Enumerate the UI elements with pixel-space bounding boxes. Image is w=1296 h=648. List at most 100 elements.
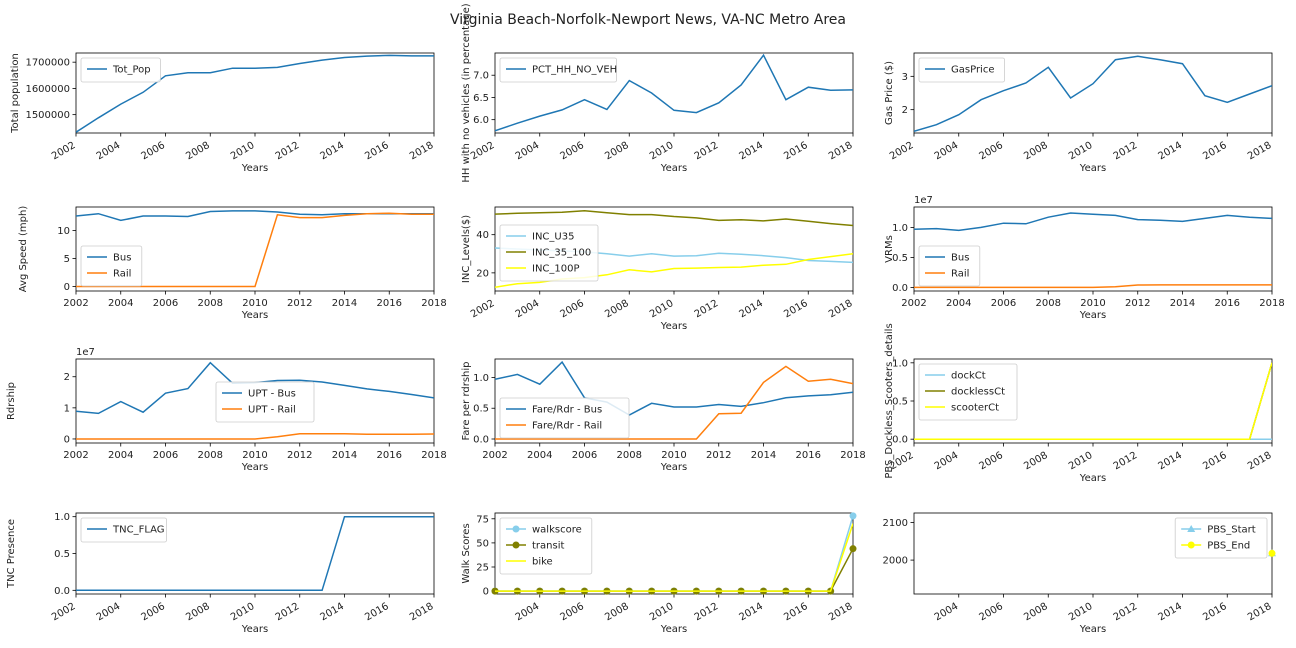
y-axis-label: Avg Speed (mph) [18,206,29,293]
series-line-scooterCt [914,362,1272,440]
legend-marker [1187,541,1195,549]
x-tick-label: 2004 [108,298,133,309]
x-tick-label: 2004 [514,601,542,623]
x-tick-label: 2004 [514,140,542,162]
chart-panel: 2002 2004 2006 2008 2010 2012 2014 2016 2018 0 5 10… [18,206,447,321]
chart-panel: 2002 2004 2006 2008 2010 2012 2014 2016 20180.00… [884,195,1285,321]
data-point [849,512,857,520]
legend-box [499,397,630,439]
x-tick-label: 2012 [706,450,731,461]
x-tick-label: 2006 [572,450,597,461]
x-tick-label: 2014 [318,140,346,162]
x-tick-label: 2016 [377,450,402,461]
legend-label: scooterCt [951,403,999,414]
legend-marker [512,525,520,533]
chart-panel: 2002 2004 2006 2008 2010 2012 2014 2016 2018 6.0 6… [461,3,855,182]
x-tick-label: 2006 [153,298,178,309]
x-tick-label: 2016 [363,601,391,623]
x-tick-label: 2010 [1067,601,1095,623]
y-tick-label: 3 [902,72,908,83]
series-line-Rail [914,284,1272,289]
series-line-TNC_FLAG [76,515,434,592]
legend: PBS_Start PBS_End [1174,517,1268,559]
x-tick-label: 2006 [558,140,586,162]
x-tick-label: 2016 [1215,298,1240,309]
x-tick-label: 2012 [1112,601,1140,623]
x-tick-label: 2012 [1112,450,1140,472]
x-tick-label: 2010 [648,601,676,623]
x-axis-label: Years [1079,163,1106,174]
x-tick-label: 2014 [751,450,776,461]
x-tick-label: 2002 [63,450,88,461]
y-axis-label: VRMs [884,235,895,263]
x-tick-label: 2004 [933,601,961,623]
legend-label: Bus [113,253,131,264]
series-line-Rail [76,212,434,288]
legend-label: Tot_Pop [112,65,151,76]
x-axis-label: Years [1079,624,1106,635]
y-scale-label: 1e7 [914,195,933,206]
x-tick-label: 2014 [1156,140,1184,162]
x-tick-label: 2004 [95,140,123,162]
x-tick-label: 2018 [1246,140,1274,162]
x-tick-label: 2010 [1080,298,1105,309]
x-tick-label: 2016 [782,298,810,320]
x-tick-label: 2016 [1201,450,1229,472]
x-tick-label: 2004 [933,450,961,472]
legend-box [80,517,167,543]
x-tick-label: 2008 [184,601,212,623]
x-tick-label: 2010 [648,298,676,320]
x-tick-label: 2014 [1156,450,1184,472]
chart-panel: 2002 2004 2006 2008 2010 2012 2014 2016 20180.00… [884,323,1274,484]
x-tick-label: 2010 [1067,140,1095,162]
legend: INC_U35 INC_35_100 INC_100P [499,224,599,282]
chart-panel: 2002 2004 2006 2008 2010 2012 2014 2016 2018 20 40… [461,206,855,332]
y-tick-label: 0.0 [473,435,489,446]
x-tick-label: 2012 [1125,298,1150,309]
x-tick-label: 2018 [421,298,446,309]
legend-label: GasPrice [951,65,994,76]
legend-label: transit [532,541,564,552]
x-tick-label: 2012 [287,450,312,461]
x-tick-label: 2014 [332,298,357,309]
y-tick-label: 20 [476,268,489,279]
series-line-Bus [76,210,434,222]
legend-label: INC_35_100 [532,248,591,259]
y-tick-label: 10 [57,226,70,237]
y-tick-label: 0 [64,434,70,445]
x-axis-label: Years [660,321,687,332]
legend-box [918,363,1018,421]
y-axis-label: TNC Presence [6,519,17,589]
y-tick-label: 0.0 [54,586,70,597]
x-tick-label: 2008 [603,601,631,623]
y-axis-label: INC_Levels($) [461,215,472,283]
x-tick-label: 2010 [661,450,686,461]
x-tick-label: 2018 [827,298,855,320]
x-tick-label: 2002 [469,140,497,162]
legend-label: Fare/Rdr - Bus [532,405,602,416]
legend-box [499,224,599,282]
x-tick-label: 2014 [737,140,765,162]
y-tick-label: 75 [476,514,489,525]
y-tick-label: 6.5 [473,93,489,104]
y-tick-label: 0 [483,587,489,598]
x-tick-label: 2010 [229,601,257,623]
x-tick-label: 2006 [153,450,178,461]
x-tick-label: 2006 [139,140,167,162]
x-tick-label: 2008 [1036,298,1061,309]
x-axis-label: Years [1079,473,1106,484]
x-tick-label: 2006 [977,450,1005,472]
y-tick-label: 0.5 [892,397,908,408]
legend: Bus Rail [80,245,143,287]
x-tick-label: 2012 [693,601,721,623]
legend-label: Rail [951,269,969,280]
chart-panel: 2002 2004 2006 2008 2010 2012 2014 2016 20180.00… [6,512,436,635]
y-scale-label: 1e7 [76,347,95,358]
legend: GasPrice [918,57,1005,83]
x-tick-label: 2006 [977,140,1005,162]
legend-box [499,517,593,575]
x-tick-label: 2016 [796,450,821,461]
legend: dockCt docklessCt scooterCt [918,363,1018,421]
x-tick-label: 2012 [274,601,302,623]
x-tick-label: 2004 [933,140,961,162]
